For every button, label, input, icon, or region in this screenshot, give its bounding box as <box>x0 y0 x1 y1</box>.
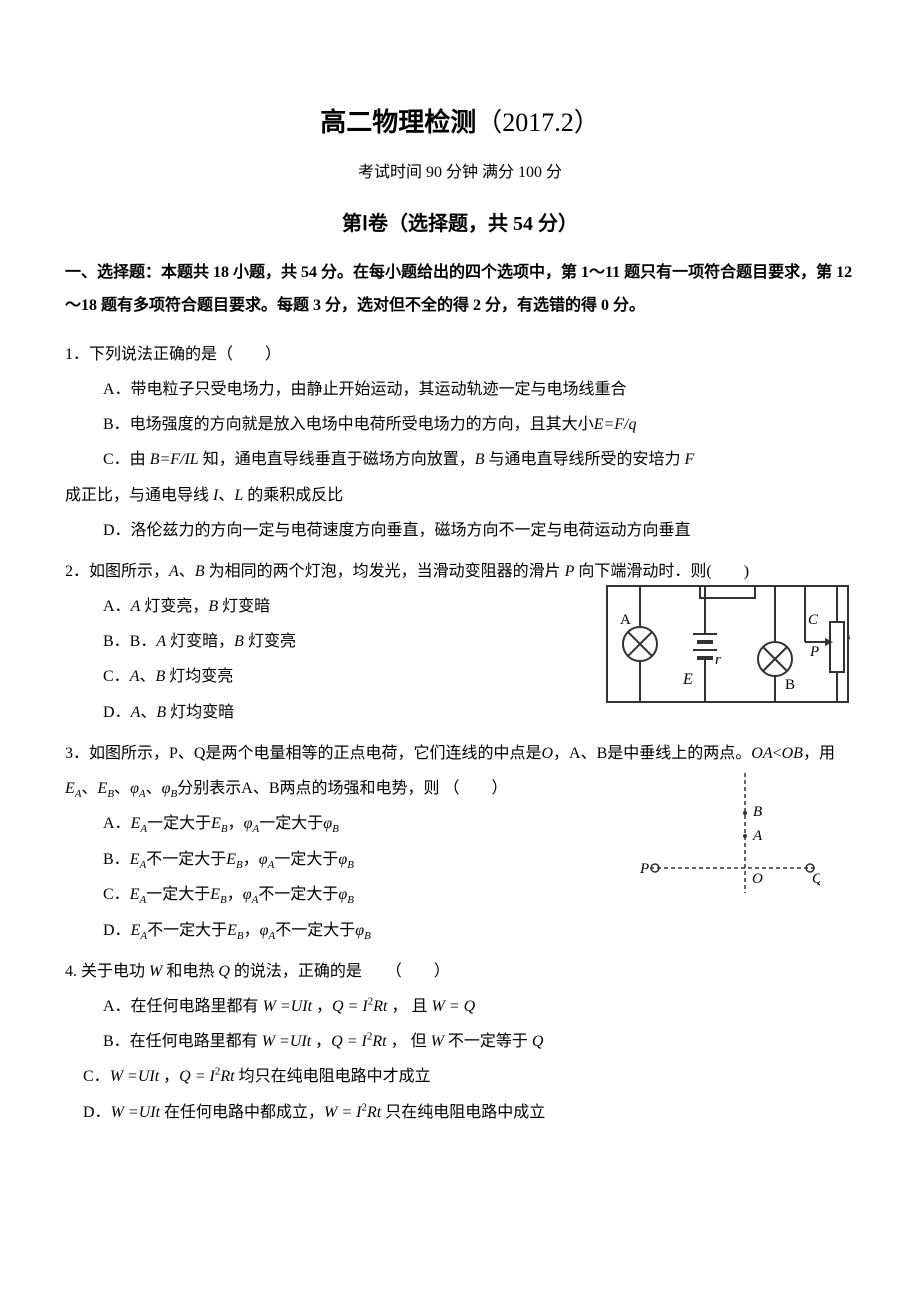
q1-option-d: D．洛伦兹力的方向一定与电荷速度方向垂直，磁场方向不一定与电荷运动方向垂直 <box>65 513 855 548</box>
q1-option-b: B．电场强度的方向就是放入电场中电荷所受电场力的方向，且其大小E=F/q <box>65 407 855 442</box>
question-3: 3．如图所示，P、Q是两个电量相等的正点电荷，它们连线的中点是O，A、B是中垂线… <box>65 736 855 948</box>
svg-text:C: C <box>808 612 819 628</box>
question-2: 2．如图所示，A、B 为相同的两个灯泡，均发光，当滑动变阻器的滑片 P 向下端滑… <box>65 554 855 730</box>
svg-text:B: B <box>753 804 762 820</box>
q4-option-c: C．W =UIt ，Q = I2Rt 均只在纯电阻电路中才成立 <box>65 1059 855 1094</box>
svg-text:O: O <box>752 871 763 887</box>
circuit-diagram: R A E r B <box>605 584 850 717</box>
q1-option-a: A．带电粒子只受电场力，由静止开始运动，其运动轨迹一定与电场线重合 <box>65 372 855 407</box>
svg-text:B: B <box>785 677 795 693</box>
q1-option-c-continue: 成正比，与通电导线 I、L 的乘积成反比 <box>65 478 855 513</box>
q4-option-b: B．在任何电路里都有 W =UIt ，Q = I2Rt ， 但 W 不一定等于 … <box>65 1024 855 1059</box>
svg-text:R: R <box>722 584 733 586</box>
svg-text:E: E <box>682 671 693 688</box>
q1-option-c: C．由 B=F/IL 知，通电直导线垂直于磁场方向放置，B 与通电直导线所受的安… <box>65 442 855 477</box>
svg-text:P: P <box>809 644 819 660</box>
charge-diagram: P Q O A B <box>640 768 820 911</box>
exam-info: 考试时间 90 分钟 满分 100 分 <box>65 159 855 188</box>
exam-title: 高二物理检测（2017.2） <box>65 100 855 147</box>
svg-text:A: A <box>620 612 631 628</box>
svg-text:Q: Q <box>812 871 820 887</box>
section-title: 第Ⅰ卷（选择题，共 54 分） <box>65 206 855 242</box>
question-4: 4. 关于电功 W 和电热 Q 的说法，正确的是 （ ） A．在任何电路里都有 … <box>65 954 855 1130</box>
question-1: 1．下列说法正确的是（ ） A．带电粒子只受电场力，由静止开始运动，其运动轨迹一… <box>65 337 855 548</box>
q4-stem: 4. 关于电功 W 和电热 Q 的说法，正确的是 （ ） <box>65 954 855 989</box>
svg-text:P: P <box>640 861 649 877</box>
title-main: 高二物理检测 <box>320 108 476 137</box>
q3-option-d: D．EA不一定大于EB，φA不一定大于φB <box>65 913 855 948</box>
svg-text:r: r <box>715 652 721 668</box>
q1-stem: 1．下列说法正确的是（ ） <box>65 337 855 372</box>
title-date: （2017.2） <box>476 108 600 137</box>
svg-text:A: A <box>752 828 763 844</box>
q4-option-d: D．W =UIt 在任何电路中都成立，W = I2Rt 只在纯电阻电路中成立 <box>65 1095 855 1130</box>
instructions: 一、选择题：本题共 18 小题，共 54 分。在每小题给出的四个选项中，第 1～… <box>65 256 855 323</box>
svg-text:D: D <box>847 627 850 643</box>
q4-option-a: A．在任何电路里都有 W =UIt ，Q = I2Rt ， 且 W = Q <box>65 989 855 1024</box>
